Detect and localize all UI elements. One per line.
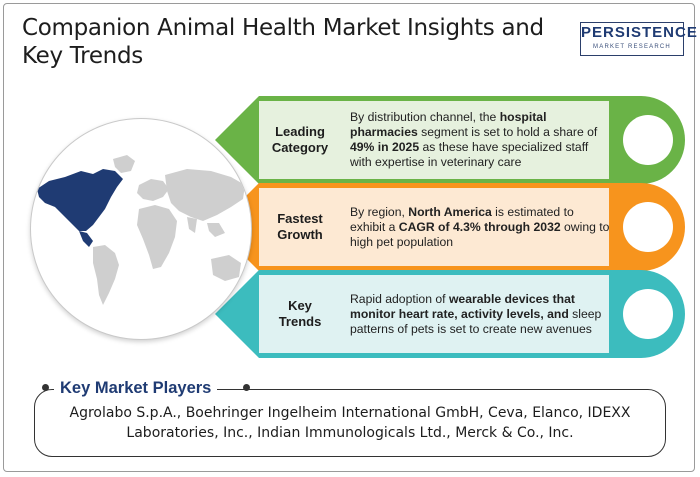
band-label: Leading Category [271,124,329,155]
band-fastest-growth: Fastest Growth By region, North America … [215,183,685,271]
asia-shape [165,169,245,221]
persistence-logo: PERSISTENCE MARKET RESEARCH [580,22,698,56]
band-key-trends: Key Trends Rapid adoption of wearable de… [215,270,685,358]
band-description-text: By distribution channel, the hospital ph… [350,110,612,170]
band-shape-green [215,96,685,184]
world-map-globe [30,118,252,340]
band-description: Rapid adoption of wearable devices that … [350,270,612,358]
logo-main-text: PERSISTENCE [581,24,698,41]
key-players-title: Key Market Players [54,377,218,399]
logo-sub-text: MARKET RESEARCH [593,44,671,50]
south-america-shape [93,245,119,305]
band-description-text: By region, North America is estimated to… [350,205,612,250]
band-shape-orange [215,183,685,271]
body-text: sleep patterns of pets is set to create … [350,306,602,336]
europe-shape [137,179,169,201]
band-description: By distribution channel, the hospital ph… [350,96,612,184]
north-america-shape [37,169,123,231]
highlight-text: North America [408,204,492,219]
infographic-frame [3,3,695,472]
bullet-dot-left [42,384,49,391]
southeast-asia-shape [207,223,225,237]
band-label: Key Trends [278,298,322,329]
band-end-circle [623,289,673,339]
band-description: By region, North America is estimated to… [350,183,612,271]
band-label: Fastest Growth [277,211,323,242]
key-players-box [34,389,666,457]
band-leading-category: Leading Category By distribution channel… [215,96,685,184]
highlight-text: CAGR of 4.3% through 2032 [398,219,561,234]
body-text: owing to high pet population [350,219,610,249]
body-text: By region, [350,204,409,219]
band-end-circle [623,115,673,165]
world-map-icon [37,155,245,305]
highlight-text: hospital pharmacies [350,110,547,139]
highlight-text: wearable devices that monitor heart rate… [350,291,575,321]
body-text: segment is set to hold a share of [417,125,598,139]
page-title: Companion Animal Health Market Insights … [22,15,544,69]
australia-shape [211,255,241,281]
band-description-text: Rapid adoption of wearable devices that … [350,292,612,337]
central-america-shape [79,231,93,247]
body-text: is estimated to exhibit a [350,204,574,234]
highlight-text: 49% in 2025 [350,140,420,154]
band-end-circle [623,202,673,252]
body-text: By distribution channel, the [350,110,500,124]
greenland-shape [113,155,135,173]
india-shape [187,217,197,233]
body-text: Rapid adoption of [350,291,449,306]
key-players-list: Agrolabo S.p.A., Boehringer Ingelheim In… [69,405,631,441]
bullet-dot-right [243,384,250,391]
africa-shape [137,205,177,269]
body-text: as these have specialized staff with exp… [350,140,589,169]
band-shape-teal [215,270,685,358]
